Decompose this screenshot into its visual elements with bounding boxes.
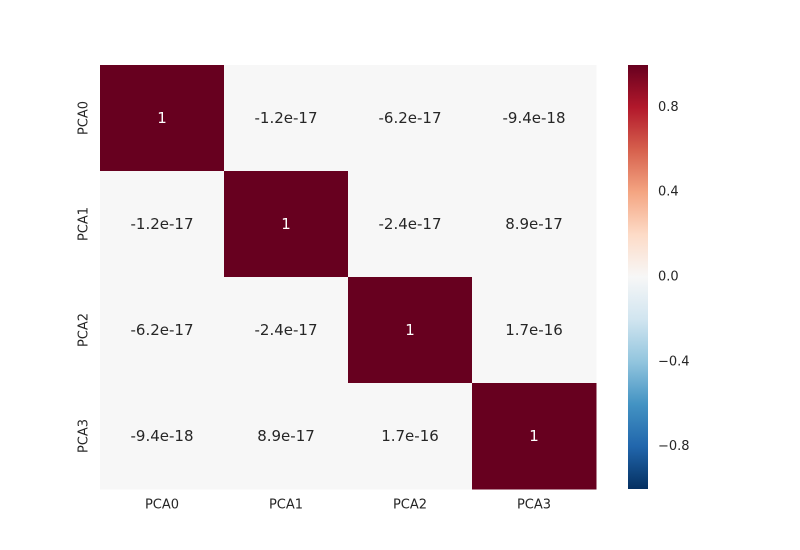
heatmap-cell-label: -1.2e-17 <box>131 215 194 233</box>
colorbar-tick-label: −0.8 <box>658 439 690 454</box>
heatmap-cell-label: 1.7e-16 <box>505 321 563 339</box>
colorbar-tick-labels: 0.8 0.4 0.0 −0.4 −0.8 <box>658 100 690 454</box>
x-axis-tick-labels: PCA0 PCA1 PCA2 PCA3 <box>145 498 551 513</box>
heatmap-cell <box>100 171 225 278</box>
heatmap-cell <box>100 277 225 384</box>
x-tick-label: PCA3 <box>517 498 551 513</box>
heatmap-cell-label: -2.4e-17 <box>379 215 442 233</box>
heatmap-cell <box>472 65 597 172</box>
y-tick-label: PCA2 <box>77 313 92 347</box>
heatmap-cell-label: -1.2e-17 <box>255 109 318 127</box>
heatmap-cell-label: 1 <box>529 427 539 445</box>
heatmap-cell-label: -6.2e-17 <box>379 109 442 127</box>
x-tick-label: PCA2 <box>393 498 427 513</box>
heatmap-cell <box>100 65 225 172</box>
y-tick-label: PCA1 <box>77 207 92 241</box>
heatmap-cell <box>224 277 349 384</box>
heatmap-cell <box>472 171 597 278</box>
heatmap-cell <box>348 383 473 490</box>
colorbar-tick-label: 0.8 <box>658 100 679 115</box>
heatmap-cell <box>472 277 597 384</box>
heatmap-cell <box>100 383 225 490</box>
x-tick-label: PCA0 <box>145 498 179 513</box>
x-tick-label: PCA1 <box>269 498 303 513</box>
heatmap-cell-label: 1 <box>281 215 291 233</box>
heatmap-cell-label: 1.7e-16 <box>381 427 439 445</box>
heatmap-cell <box>348 171 473 278</box>
heatmap-cell <box>348 65 473 172</box>
y-tick-label: PCA3 <box>77 419 92 453</box>
colorbar <box>628 65 648 489</box>
heatmap-cell-label: 8.9e-17 <box>505 215 563 233</box>
heatmap-cell-label: 8.9e-17 <box>257 427 315 445</box>
y-axis-tick-labels: PCA0 PCA1 PCA2 PCA3 <box>77 101 92 453</box>
heatmap-cell-label: 1 <box>157 109 167 127</box>
heatmap-cell <box>472 383 597 490</box>
y-tick-label: PCA0 <box>77 101 92 135</box>
heatmap-annotations: 1 -1.2e-17 -6.2e-17 -9.4e-18 -1.2e-17 1 -2.4e-… <box>131 109 566 445</box>
heatmap-cell-label: -9.4e-18 <box>503 109 566 127</box>
colorbar-tick-label: −0.4 <box>658 354 690 369</box>
heatmap-cell <box>224 171 349 278</box>
heatmap-cell-label: -2.4e-17 <box>255 321 318 339</box>
heatmap-cell-label: -9.4e-18 <box>131 427 194 445</box>
heatmap-cell-label: 1 <box>405 321 415 339</box>
heatmap-cell-label: -6.2e-17 <box>131 321 194 339</box>
heatmap-cells <box>100 65 597 490</box>
heatmap-cell <box>224 65 349 172</box>
colorbar-tick-label: 0.0 <box>658 270 679 285</box>
heatmap-cell <box>224 383 349 490</box>
colorbar-tick-label: 0.4 <box>658 185 679 200</box>
heatmap-cell <box>348 277 473 384</box>
